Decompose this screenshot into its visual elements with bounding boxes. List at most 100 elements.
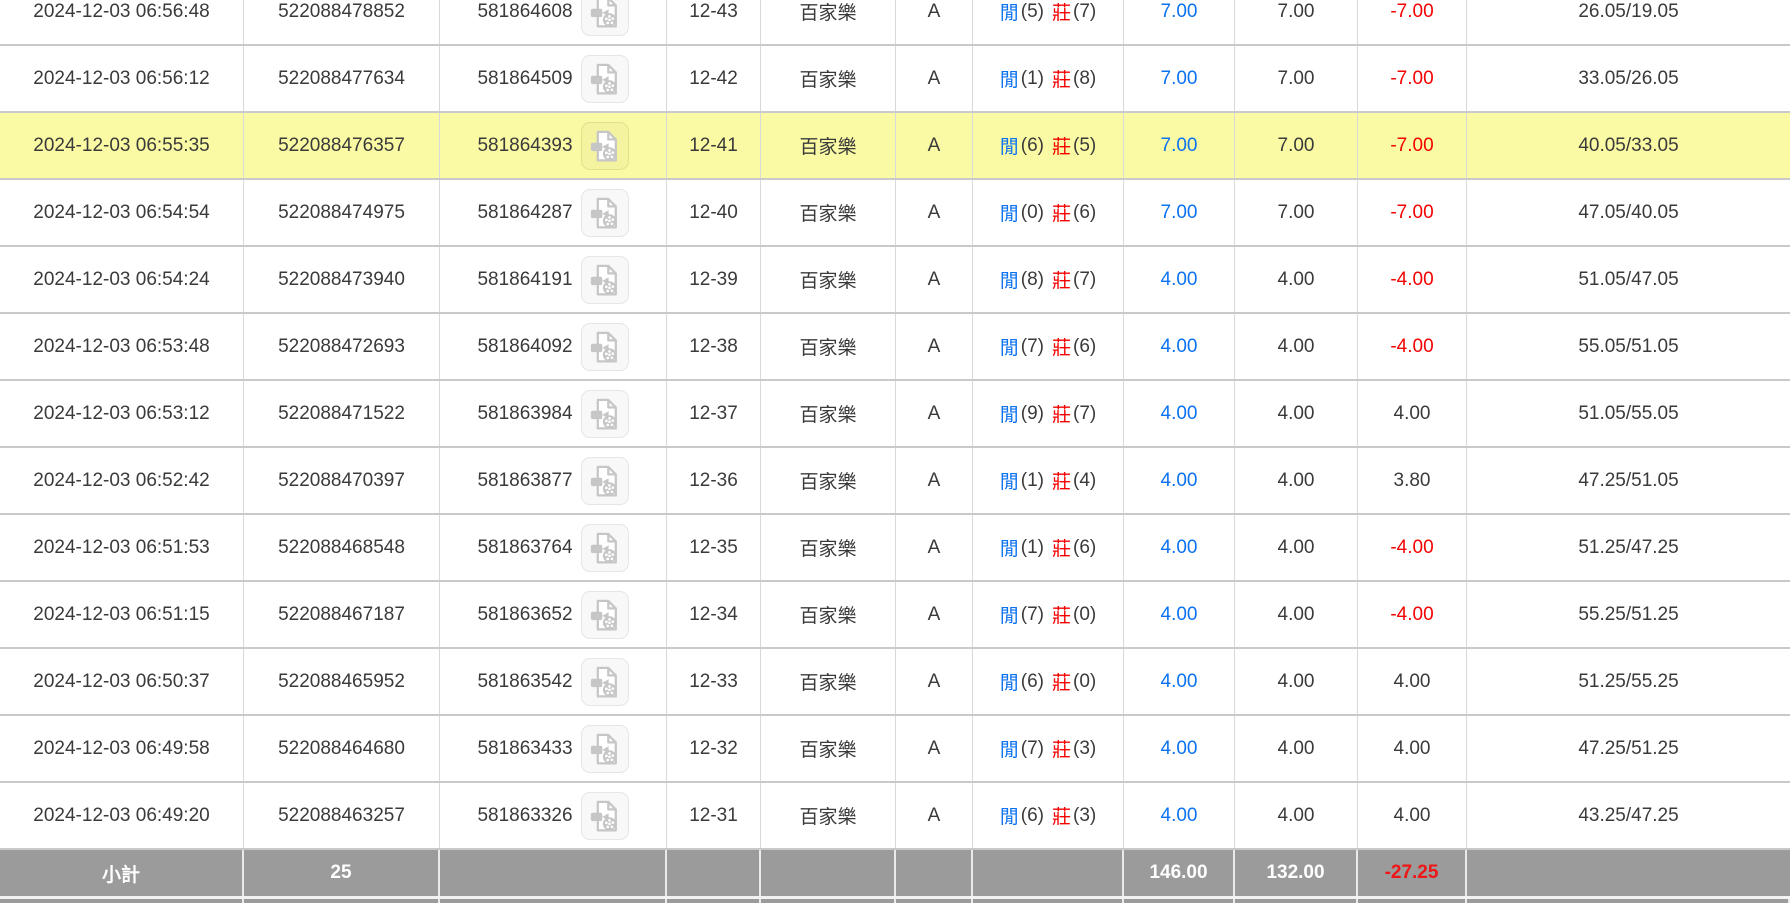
bet-time: 2024-12-03 06:49:20 [0,783,244,848]
game-number: 581864509 [477,67,573,89]
table-id: A [896,448,973,513]
player-result-points: (1) [1020,67,1044,89]
player-result-points: (6) [1020,670,1044,692]
table-row[interactable]: 2024-12-03 06:56:12 522088477634 5818645… [0,46,1790,113]
player-result-label: 閒 [999,472,1019,493]
game-type: 百家樂 [761,716,896,781]
table-row[interactable]: 2024-12-03 06:51:15 522088467187 5818636… [0,582,1790,649]
win-loss-amount: -4.00 [1358,247,1467,312]
order-number: 522088474975 [244,180,440,245]
player-result-points: (8) [1020,268,1044,290]
subtotal-label: 小計 [0,850,244,896]
video-playback-button[interactable] [580,791,629,840]
valid-bet-amount: 4.00 [1235,783,1358,848]
table-id: A [896,783,973,848]
round-number: 12-39 [667,247,761,312]
video-playback-icon [590,465,617,497]
win-loss-amount: -4.00 [1358,515,1467,580]
order-number: 522088476357 [244,113,440,178]
bet-time: 2024-12-03 06:56:12 [0,46,244,111]
game-number-cell: 581863877 [440,448,667,513]
order-number: 522088471522 [244,381,440,446]
game-number: 581864092 [477,335,573,357]
game-type: 百家樂 [761,0,896,44]
table-row[interactable]: 2024-12-03 06:54:54 522088474975 5818642… [0,180,1790,247]
video-playback-button[interactable] [580,121,629,170]
table-row[interactable]: 2024-12-03 06:51:53 522088468548 5818637… [0,515,1790,582]
bet-amount: 7.00 [1124,46,1235,111]
video-playback-button[interactable] [580,322,629,371]
game-result: 閒 (5) 莊 (7) [973,0,1124,44]
video-playback-button[interactable] [580,255,629,304]
game-number: 581863764 [477,536,573,558]
order-number: 522088463257 [244,783,440,848]
game-number-cell: 581864393 [440,113,667,178]
game-result: 閒 (8) 莊 (7) [973,247,1124,312]
table-row[interactable]: 2024-12-03 06:56:48 522088478852 5818646… [0,0,1790,46]
video-playback-button[interactable] [580,188,629,237]
game-number: 581863433 [477,737,573,759]
round-number: 12-38 [667,314,761,379]
player-result-label: 閒 [999,3,1019,24]
valid-bet-amount: 4.00 [1235,716,1358,781]
table-id: A [896,0,973,44]
total-row-cell [0,899,244,903]
total-row-partial [0,899,1790,903]
bet-time: 2024-12-03 06:53:48 [0,314,244,379]
table-row[interactable]: 2024-12-03 06:49:20 522088463257 5818633… [0,783,1790,850]
table-id: A [896,113,973,178]
video-playback-button[interactable] [580,657,629,706]
player-result-label: 閒 [999,70,1019,91]
win-loss-amount: -7.00 [1358,113,1467,178]
valid-bet-amount: 4.00 [1235,314,1358,379]
balance: 55.25/51.25 [1578,603,1679,625]
banker-result-points: (7) [1073,402,1097,424]
win-loss-amount: -7.00 [1358,0,1467,44]
game-type: 百家樂 [761,783,896,848]
video-playback-icon [590,666,617,698]
video-playback-icon [590,800,617,832]
game-number: 581864393 [477,134,573,156]
banker-result-label: 莊 [1052,3,1072,24]
bet-amount: 7.00 [1124,180,1235,245]
video-playback-button[interactable] [580,54,629,103]
order-number: 522088465952 [244,649,440,714]
subtotal-empty-cell [973,850,1124,896]
round-number: 12-37 [667,381,761,446]
table-row[interactable]: 2024-12-03 06:53:12 522088471522 5818639… [0,381,1790,448]
player-result-label: 閒 [999,204,1019,225]
video-playback-button[interactable] [580,389,629,438]
video-playback-button[interactable] [580,724,629,773]
table-row[interactable]: 2024-12-03 06:53:48 522088472693 5818640… [0,314,1790,381]
total-row-cell [761,899,896,903]
order-number: 522088478852 [244,0,440,44]
table-row[interactable]: 2024-12-03 06:52:42 522088470397 5818638… [0,448,1790,515]
video-playback-button[interactable] [580,523,629,572]
table-row[interactable]: 2024-12-03 06:54:24 522088473940 5818641… [0,247,1790,314]
game-type: 百家樂 [761,515,896,580]
subtotal-empty-cell [761,850,896,896]
round-number: 12-41 [667,113,761,178]
video-playback-button[interactable] [580,590,629,639]
banker-result-label: 莊 [1052,405,1072,426]
bet-time: 2024-12-03 06:53:12 [0,381,244,446]
table-row[interactable]: 2024-12-03 06:55:35 522088476357 5818643… [0,113,1790,180]
valid-bet-amount: 7.00 [1235,46,1358,111]
table-row[interactable]: 2024-12-03 06:50:37 522088465952 5818635… [0,649,1790,716]
player-result-label: 閒 [999,405,1019,426]
table-row[interactable]: 2024-12-03 06:49:58 522088464680 5818634… [0,716,1790,783]
round-number: 12-43 [667,0,761,44]
game-number: 581864191 [477,268,573,290]
subtotal-winloss-total: -27.25 [1358,850,1467,896]
video-playback-button[interactable] [580,456,629,505]
banker-result-points: (3) [1073,804,1097,826]
table-id: A [896,314,973,379]
banker-result-points: (7) [1073,0,1097,22]
player-result-points: (1) [1020,536,1044,558]
player-result-points: (5) [1020,0,1044,22]
player-result-points: (1) [1020,469,1044,491]
total-row-cell [440,899,667,903]
game-type: 百家樂 [761,46,896,111]
video-playback-button[interactable] [580,0,629,36]
game-number-cell: 581864287 [440,180,667,245]
